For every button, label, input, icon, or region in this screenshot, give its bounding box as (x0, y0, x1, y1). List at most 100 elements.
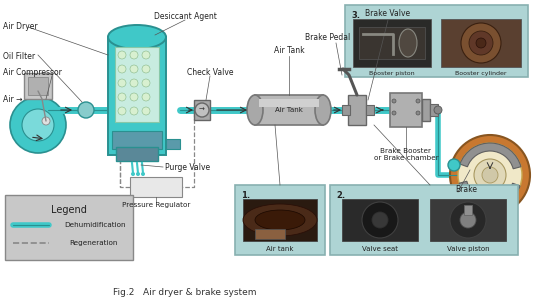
Bar (348, 95, 366, 125)
Text: Desiccant Agent: Desiccant Agent (154, 12, 216, 21)
Bar (5, 195, 133, 260)
Circle shape (458, 143, 522, 207)
Text: Air Dryer: Air Dryer (3, 22, 38, 31)
Text: →: → (199, 107, 205, 113)
Bar (255, 95, 323, 125)
Circle shape (416, 99, 420, 103)
Circle shape (392, 99, 396, 103)
Circle shape (118, 79, 126, 87)
Bar (390, 93, 422, 127)
Wedge shape (460, 143, 521, 169)
Circle shape (78, 102, 94, 118)
Text: 2.: 2. (336, 191, 345, 200)
Bar (342, 199, 418, 241)
Circle shape (460, 212, 476, 228)
Bar (330, 185, 518, 255)
Bar (112, 131, 162, 149)
Ellipse shape (243, 204, 317, 236)
Text: Air tank: Air tank (266, 246, 294, 252)
Ellipse shape (315, 95, 331, 125)
Circle shape (22, 109, 54, 141)
Bar (345, 5, 528, 77)
Circle shape (416, 111, 420, 115)
Circle shape (118, 65, 126, 73)
Bar (430, 104, 438, 116)
Circle shape (118, 93, 126, 101)
Bar (28, 77, 48, 95)
Bar (108, 37, 166, 155)
Circle shape (136, 172, 140, 176)
Ellipse shape (399, 29, 417, 57)
Bar (422, 99, 430, 121)
Bar (130, 177, 182, 197)
Text: Legend: Legend (51, 205, 87, 215)
Circle shape (476, 38, 486, 48)
Circle shape (392, 111, 396, 115)
Circle shape (142, 107, 150, 115)
Ellipse shape (108, 25, 166, 49)
Circle shape (142, 51, 150, 59)
Text: Valve piston: Valve piston (447, 246, 489, 252)
Circle shape (42, 117, 50, 125)
Text: Oil Filter: Oil Filter (3, 52, 35, 61)
Text: Booster piston: Booster piston (369, 70, 415, 76)
Bar (342, 105, 350, 115)
Bar (235, 185, 325, 255)
Text: Check Valve: Check Valve (187, 68, 233, 77)
Circle shape (130, 79, 138, 87)
Circle shape (195, 103, 209, 117)
Circle shape (362, 202, 398, 238)
Bar (259, 99, 319, 107)
Circle shape (469, 31, 493, 55)
Text: Air →: Air → (3, 95, 22, 105)
Bar (255, 229, 285, 239)
Text: Brake Booster
or Brake chamber: Brake Booster or Brake chamber (374, 148, 438, 161)
Bar (194, 100, 210, 120)
Circle shape (372, 212, 388, 228)
Circle shape (10, 97, 66, 153)
Circle shape (118, 51, 126, 59)
Circle shape (482, 167, 498, 183)
Text: Brake Pedal: Brake Pedal (305, 33, 351, 42)
Text: Regeneration: Regeneration (69, 240, 117, 246)
Bar (464, 205, 472, 215)
Bar (116, 147, 158, 161)
Circle shape (142, 65, 150, 73)
Text: Valve seat: Valve seat (362, 246, 398, 252)
Ellipse shape (255, 210, 305, 230)
Circle shape (130, 93, 138, 101)
Text: Pressure Regulator: Pressure Regulator (122, 202, 190, 208)
Circle shape (461, 23, 501, 63)
Circle shape (434, 106, 442, 114)
Circle shape (450, 202, 486, 238)
Text: Air Tank: Air Tank (275, 107, 303, 113)
Bar (166, 139, 180, 149)
Text: Fig.2   Air dryer & brake system: Fig.2 Air dryer & brake system (113, 288, 257, 297)
Bar (24, 73, 52, 99)
Circle shape (450, 135, 530, 215)
Circle shape (474, 159, 506, 191)
Text: Air Tank: Air Tank (273, 46, 304, 55)
Ellipse shape (247, 95, 263, 125)
Bar (366, 105, 374, 115)
Text: 3.: 3. (351, 11, 360, 20)
Bar (115, 47, 159, 122)
Wedge shape (459, 181, 520, 207)
Text: Booster cylinder: Booster cylinder (455, 70, 507, 76)
Bar (243, 199, 317, 241)
Text: 1.: 1. (241, 191, 250, 200)
Circle shape (142, 79, 150, 87)
Text: Brake: Brake (455, 185, 477, 194)
Circle shape (118, 107, 126, 115)
Bar (359, 27, 425, 59)
Text: Brake Valve: Brake Valve (366, 9, 410, 18)
Text: Air Compressor: Air Compressor (3, 68, 62, 77)
Bar (430, 199, 506, 241)
Circle shape (130, 51, 138, 59)
Circle shape (131, 172, 135, 176)
Bar (353, 19, 431, 67)
Circle shape (130, 65, 138, 73)
Text: Dehumidification: Dehumidification (64, 222, 126, 228)
Circle shape (141, 172, 145, 176)
Circle shape (448, 159, 460, 171)
